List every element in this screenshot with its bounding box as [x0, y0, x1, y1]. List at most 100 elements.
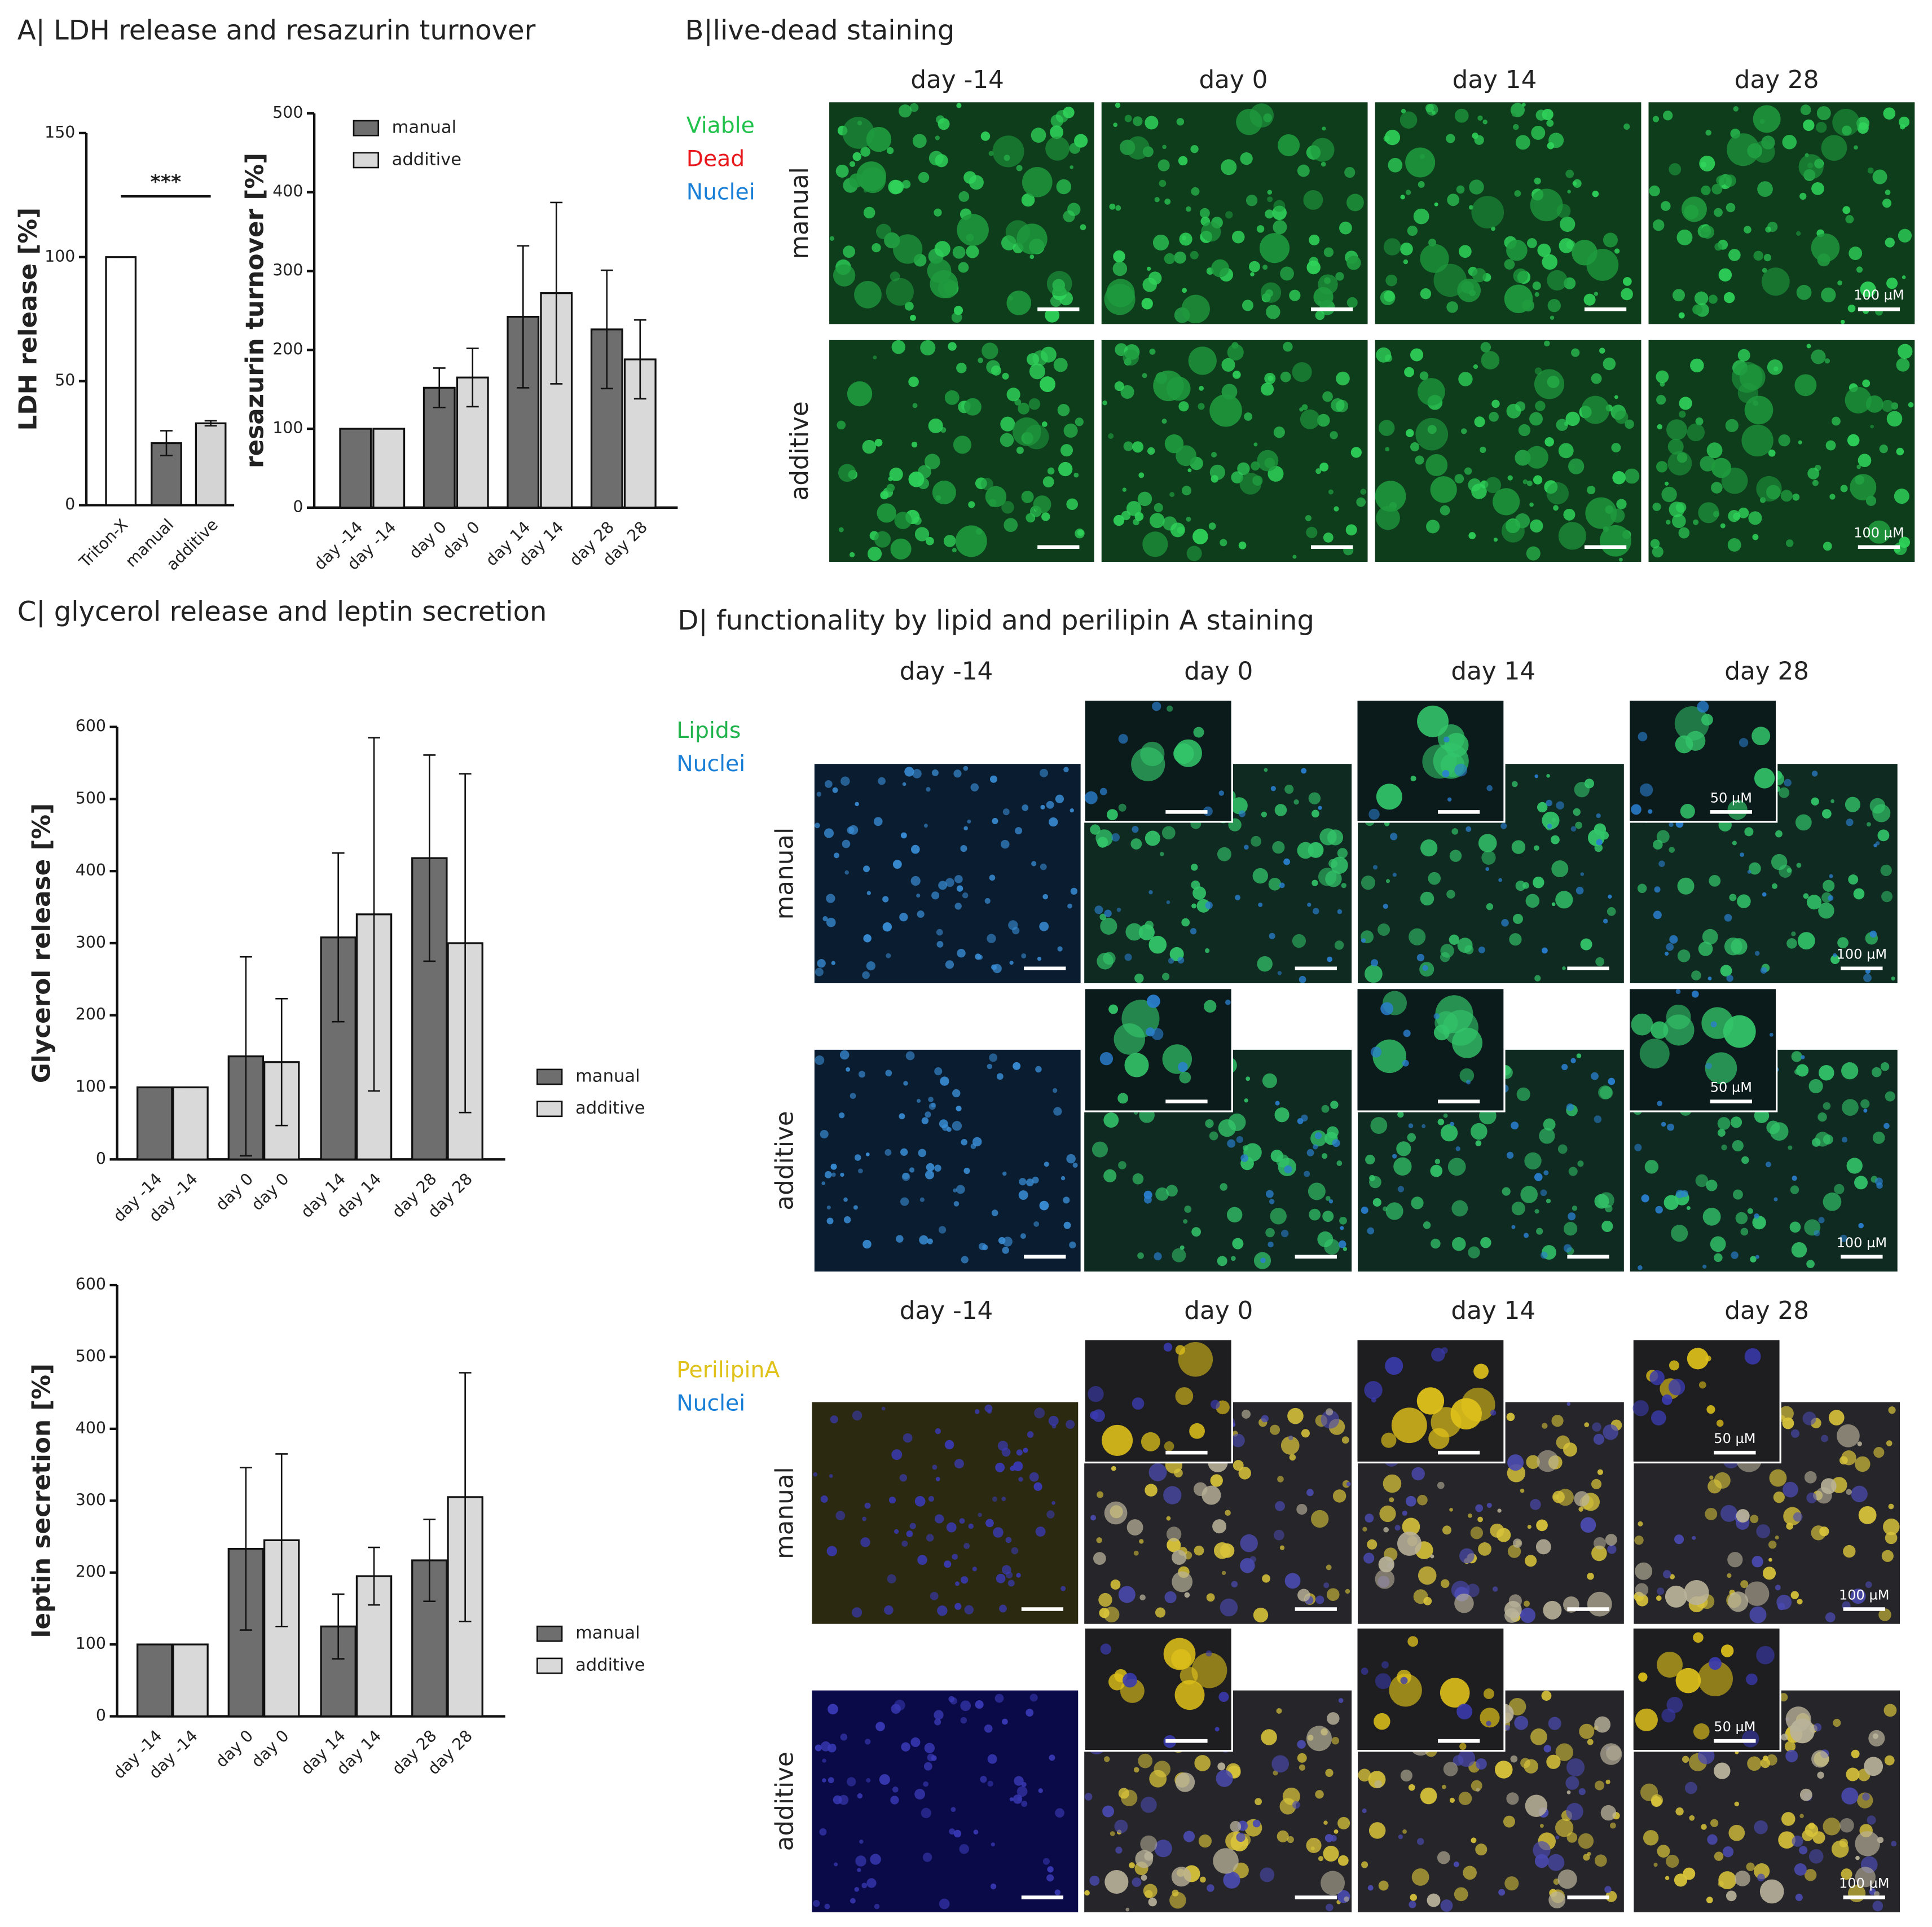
cell	[1841, 1137, 1848, 1143]
cell	[1339, 1216, 1347, 1225]
cell	[1753, 250, 1763, 261]
cell	[987, 1063, 993, 1070]
cell	[852, 1607, 862, 1618]
cell	[1744, 827, 1754, 837]
cell	[1049, 817, 1058, 827]
cell	[1867, 167, 1874, 174]
cell	[1806, 1260, 1815, 1269]
cell	[1701, 185, 1711, 196]
cell	[1331, 398, 1345, 412]
cell	[1192, 529, 1208, 544]
cell	[1500, 822, 1507, 829]
cell	[1734, 1801, 1740, 1807]
cell	[1211, 1400, 1220, 1409]
cell	[1378, 1556, 1394, 1573]
cell	[1682, 1756, 1689, 1763]
cell	[1264, 372, 1276, 385]
cell	[1717, 1117, 1731, 1130]
cell	[1558, 522, 1586, 550]
cell	[838, 464, 856, 482]
cell	[982, 342, 998, 359]
cell	[1310, 138, 1335, 162]
cell	[994, 1693, 1004, 1703]
cell	[1336, 1160, 1343, 1167]
cell	[1063, 767, 1069, 772]
cell	[1190, 928, 1197, 935]
cell	[1730, 1116, 1742, 1128]
cell	[1005, 1537, 1012, 1543]
cell	[1520, 1608, 1536, 1624]
cell	[1811, 182, 1824, 195]
cell	[1345, 524, 1357, 536]
cell	[1534, 774, 1539, 778]
cell	[1148, 271, 1162, 285]
cell	[1811, 233, 1840, 262]
cell	[843, 245, 855, 258]
cell	[939, 1898, 950, 1910]
cell	[1304, 1171, 1310, 1177]
cell	[1327, 829, 1344, 846]
error-bar	[600, 269, 613, 390]
error-bar	[550, 201, 563, 385]
cell	[1344, 1896, 1349, 1902]
cell	[1080, 224, 1086, 231]
cell	[930, 270, 958, 298]
cell	[858, 1071, 866, 1078]
cell	[1702, 1207, 1721, 1226]
cell	[975, 1700, 984, 1709]
cell	[1265, 209, 1274, 219]
cell	[902, 782, 906, 786]
cell	[1163, 1486, 1182, 1504]
cell	[1260, 1257, 1266, 1264]
cell	[873, 355, 877, 360]
cell	[1771, 853, 1788, 870]
column-label: day 14	[1451, 1296, 1535, 1325]
cell	[1402, 1517, 1420, 1536]
cell	[1884, 1755, 1895, 1766]
y-tick-label: 100	[272, 419, 303, 437]
cell	[1596, 839, 1603, 846]
cell	[900, 832, 907, 839]
cell	[1768, 449, 1776, 457]
cell	[873, 817, 883, 826]
cell	[1741, 424, 1773, 457]
cell	[1570, 1058, 1576, 1063]
cell	[1862, 1793, 1870, 1801]
cell	[1019, 1178, 1027, 1186]
cell	[1829, 874, 1833, 878]
cell	[1410, 1894, 1417, 1901]
cell	[908, 376, 919, 388]
cell	[1860, 281, 1876, 297]
cell	[1070, 887, 1078, 895]
cell	[1306, 1489, 1314, 1497]
cell	[1046, 1510, 1055, 1519]
micrograph	[1101, 102, 1368, 324]
cell	[1591, 1072, 1599, 1080]
cell	[1240, 1534, 1258, 1552]
cell	[1877, 829, 1890, 842]
cell	[921, 1807, 931, 1819]
cell	[923, 1762, 932, 1771]
cell	[857, 1168, 863, 1174]
error-bar	[368, 1546, 380, 1606]
cell	[1504, 1600, 1522, 1618]
cell	[832, 787, 838, 793]
cell	[837, 420, 846, 430]
cell	[884, 1605, 894, 1615]
cell	[1824, 358, 1830, 364]
cell	[1574, 1491, 1590, 1507]
cell	[1133, 518, 1139, 526]
cell	[854, 1154, 861, 1161]
cell	[1269, 932, 1275, 939]
cell	[1666, 1854, 1679, 1868]
cell	[1665, 1585, 1687, 1608]
cell	[1370, 1046, 1382, 1058]
cell	[1791, 1242, 1807, 1258]
cell	[1698, 941, 1713, 956]
cell	[1426, 520, 1440, 534]
cell	[1483, 1688, 1494, 1700]
cell	[1806, 344, 1811, 349]
cell	[1257, 956, 1273, 972]
cell	[928, 1097, 934, 1102]
cell	[1854, 145, 1858, 150]
